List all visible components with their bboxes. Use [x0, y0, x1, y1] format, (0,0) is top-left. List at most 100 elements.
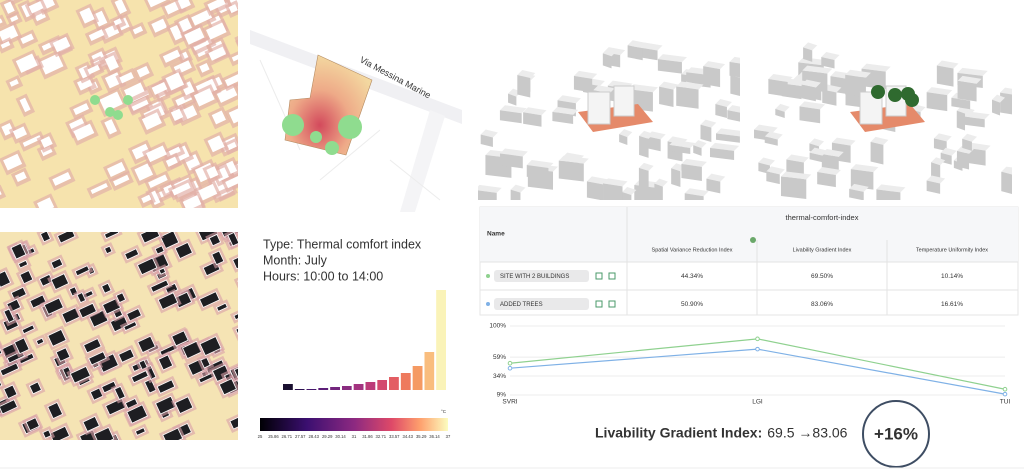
block-top [809, 147, 828, 156]
building [0, 362, 20, 377]
block-top [715, 128, 740, 137]
halo [0, 341, 6, 360]
x-tick-label: LGI [752, 399, 763, 406]
halo [227, 45, 238, 67]
block-side [956, 110, 966, 131]
block-top [931, 157, 946, 166]
add-icon[interactable] [608, 272, 616, 280]
block-side [1000, 92, 1012, 115]
block-top [619, 129, 633, 138]
x-tick-label: TUI [1000, 399, 1011, 406]
halo [225, 410, 238, 434]
block-top [586, 176, 609, 185]
site-plan: Via Messina Marine [250, 0, 462, 212]
building [39, 232, 51, 243]
heat-map-bottom [0, 232, 238, 440]
block-top [639, 130, 654, 139]
building [14, 337, 30, 355]
block-side [627, 45, 643, 61]
building [216, 302, 228, 312]
building [104, 245, 113, 255]
block-top [628, 84, 658, 93]
building [77, 77, 93, 91]
block-top [558, 155, 589, 164]
block-top [831, 137, 856, 146]
block-side [638, 167, 649, 190]
block-top [517, 69, 536, 78]
render-after [750, 30, 1012, 200]
building [136, 65, 150, 78]
building [0, 399, 18, 415]
building [39, 53, 64, 75]
row-pill [494, 270, 589, 282]
render-before [478, 30, 740, 200]
tree [871, 85, 885, 99]
building [144, 378, 157, 394]
row-dot [486, 274, 490, 278]
summary-label: Livability Gradient Index: [595, 425, 762, 441]
block-top [552, 106, 579, 115]
block-side [936, 65, 954, 87]
series-line [509, 338, 1006, 390]
series-point [1002, 391, 1008, 397]
block-side [622, 191, 632, 200]
building [106, 161, 126, 178]
halo [230, 361, 238, 382]
building [233, 364, 238, 379]
building [88, 351, 107, 366]
building [229, 414, 238, 430]
name-header: Name [487, 231, 505, 238]
building [162, 427, 184, 440]
block-side [603, 183, 623, 200]
row-name: SITE WITH 2 BUILDINGS [500, 274, 569, 280]
building [137, 335, 156, 354]
building [28, 381, 42, 395]
block-top [802, 65, 833, 74]
colorbar-label: 25.86 [268, 434, 279, 439]
building [199, 62, 210, 73]
building [207, 0, 226, 12]
building [73, 123, 95, 141]
row-pill [494, 298, 589, 310]
building-b [613, 85, 635, 117]
block-side [803, 47, 813, 62]
block-top [729, 56, 740, 64]
building [174, 241, 193, 260]
building [0, 270, 12, 288]
tree [888, 88, 902, 102]
building [118, 348, 135, 363]
block-top [622, 186, 637, 195]
building [101, 282, 112, 294]
building [12, 126, 28, 140]
block-top [850, 164, 879, 173]
building [22, 135, 42, 147]
building [237, 273, 238, 287]
block-side [961, 116, 985, 128]
block-top [603, 178, 628, 187]
building [231, 49, 238, 62]
hist-bar [294, 389, 305, 390]
colorbar-label: 32.71 [376, 434, 387, 439]
building [123, 321, 138, 332]
open-icon[interactable] [595, 300, 603, 308]
building [123, 82, 145, 99]
series-point [755, 346, 760, 352]
block-top [764, 131, 783, 140]
block-side [957, 80, 977, 102]
block-top [706, 173, 726, 182]
building [199, 336, 222, 357]
building [55, 347, 71, 362]
block-side [926, 92, 948, 112]
cell: 83.06% [811, 301, 833, 308]
open-icon[interactable] [595, 272, 603, 280]
block-side [727, 110, 740, 122]
block-top [669, 139, 696, 148]
building [177, 0, 191, 10]
building [193, 88, 215, 107]
building [158, 267, 167, 275]
building [232, 254, 238, 270]
block-top [638, 162, 654, 171]
block-top [768, 73, 793, 82]
add-icon[interactable] [608, 300, 616, 308]
block-side [849, 188, 864, 200]
